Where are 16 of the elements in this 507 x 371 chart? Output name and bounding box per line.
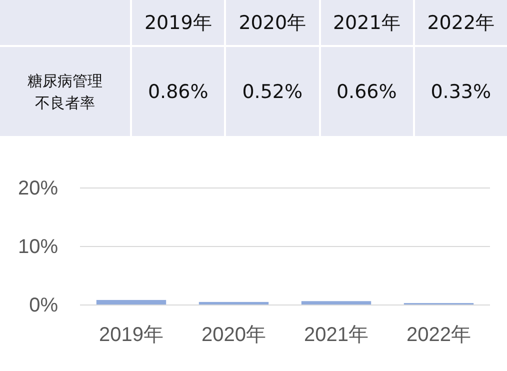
y-tick-label: 10% <box>18 236 58 258</box>
x-tick-label: 2022年 <box>406 324 471 346</box>
data-label: 0.66% <box>320 47 413 136</box>
data-label: 0.33% <box>414 47 507 136</box>
category-label: 2019年 <box>144 12 212 34</box>
x-tick-label: 2019年 <box>99 324 164 346</box>
category-label: 2022年 <box>427 12 495 34</box>
category-label: 2021年 <box>332 12 400 34</box>
y-tick-label: 0% <box>29 294 58 316</box>
data-label: 0.52% <box>226 47 318 136</box>
text: 糖尿病管理不良者率 <box>26 70 104 114</box>
x-tick-label: 2020年 <box>202 324 266 346</box>
y-tick-label: 20% <box>18 177 58 200</box>
category-label: 2020年 <box>238 12 306 34</box>
data-label: 0.86% <box>132 47 224 136</box>
x-tick-label: 2021年 <box>304 324 368 346</box>
